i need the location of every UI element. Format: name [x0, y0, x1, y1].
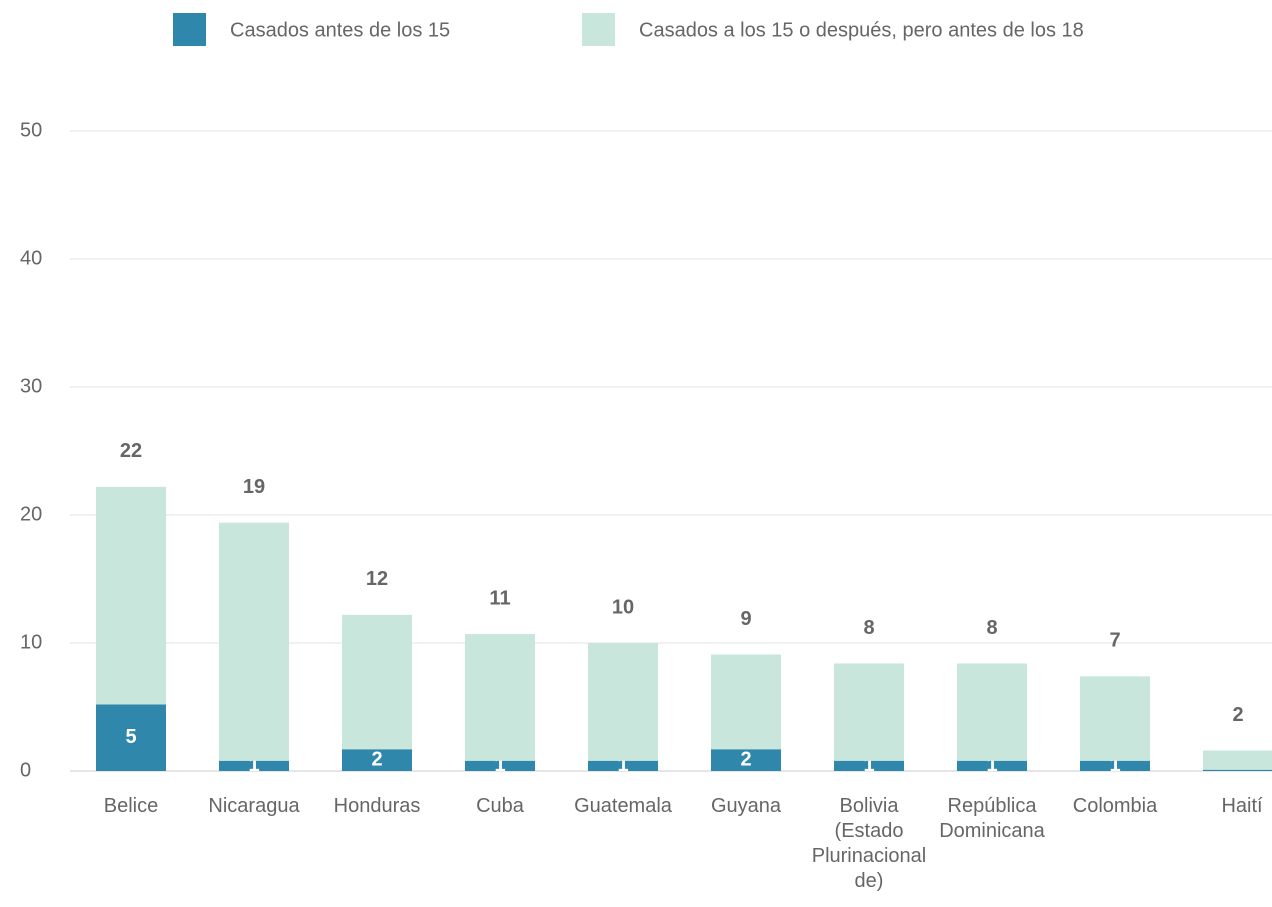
bar-segment — [588, 760, 658, 771]
x-tick-label: República Dominicana — [939, 795, 1045, 842]
x-tick-label: Guyana — [710, 795, 782, 817]
total-label: 2 — [1232, 704, 1243, 726]
value-label: 2 — [371, 748, 382, 770]
bar-segment — [465, 634, 535, 761]
x-tick-label: Honduras — [333, 795, 421, 817]
total-label: 8 — [863, 617, 874, 639]
value-label: 2 — [740, 748, 751, 770]
legend-label: Casados antes de los 15 — [230, 19, 450, 41]
total-label: 12 — [366, 568, 388, 590]
legend-label: Casados a los 15 o después, pero antes d… — [639, 19, 1084, 41]
value-label: 1 — [986, 754, 997, 776]
x-tick-label: Nicaragua — [208, 795, 300, 817]
y-tick-label: 50 — [20, 119, 42, 141]
bar-segment — [834, 663, 904, 761]
total-label: 8 — [986, 617, 997, 639]
bar-segment — [711, 749, 781, 771]
bar-segment — [1203, 750, 1272, 770]
legend-swatch — [173, 13, 206, 46]
x-tick-label: Haití — [1221, 795, 1263, 817]
value-label: 1 — [248, 754, 259, 776]
bar-segment — [1080, 676, 1150, 761]
total-label: 7 — [1109, 630, 1120, 652]
total-label: 9 — [740, 608, 751, 630]
bar-segment — [711, 654, 781, 750]
x-tick-label: Belice — [103, 795, 159, 817]
bar-segment — [342, 614, 412, 750]
value-label: 1 — [863, 754, 874, 776]
bar-segment — [219, 522, 289, 761]
total-label: 19 — [243, 476, 265, 498]
bar-segment — [219, 760, 289, 771]
bar-segment — [342, 749, 412, 771]
y-tick-label: 0 — [20, 759, 31, 781]
bar-segment — [957, 663, 1027, 761]
x-tick-label: Cuba — [476, 795, 524, 817]
value-label: 5 — [125, 726, 136, 748]
y-tick-label: 20 — [20, 503, 42, 525]
value-label: 1 — [494, 754, 505, 776]
bar-segment — [588, 643, 658, 761]
total-label: 10 — [612, 596, 634, 618]
bar-segment — [96, 704, 166, 771]
value-label: 1 — [1109, 754, 1120, 776]
total-label: 22 — [120, 440, 142, 462]
bar-segment — [465, 760, 535, 771]
y-tick-label: 30 — [20, 375, 42, 397]
value-label: 1 — [617, 754, 628, 776]
x-tick-label: Bolivia (Estado Plurinacional de) — [811, 795, 927, 892]
y-tick-label: 10 — [20, 631, 42, 653]
legend-swatch — [582, 13, 615, 46]
bar-segment — [1203, 769, 1272, 771]
bar-segment — [1080, 760, 1150, 771]
bar-segment — [834, 760, 904, 771]
bar-segment — [96, 486, 166, 705]
x-tick-label: Colombia — [1072, 795, 1158, 817]
y-tick-label: 40 — [20, 247, 42, 269]
x-tick-label: Guatemala — [574, 795, 672, 817]
bar-segment — [957, 760, 1027, 771]
total-label: 11 — [489, 587, 510, 609]
